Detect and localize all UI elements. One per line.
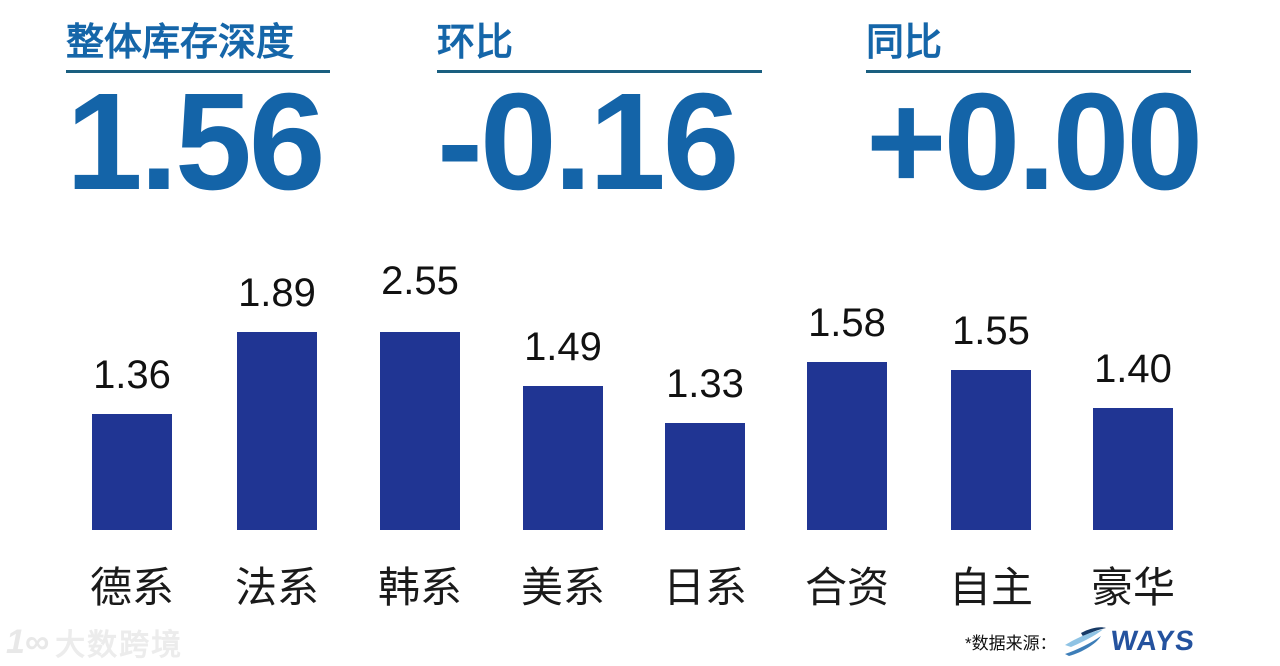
- bar-category-label: 韩系: [377, 564, 462, 611]
- bar-value-label: 1.58: [808, 301, 886, 345]
- data-source-label: *数据来源：: [965, 633, 1057, 653]
- stat-label: 整体库存深度: [66, 24, 330, 73]
- stat-block-2: 同比 +0.00: [866, 24, 1203, 219]
- watermark-label: 大数跨境: [55, 629, 184, 662]
- bar-slot-4: 1.33 日系: [663, 240, 747, 611]
- bar-value-label: 1.55: [952, 309, 1030, 353]
- bar-category-label: 自主: [948, 564, 1033, 611]
- stat-block-0: 整体库存深度 1.56: [66, 24, 330, 219]
- bar: [237, 332, 317, 530]
- bar-value-label: 1.36: [93, 353, 171, 397]
- watermark: 1∞ 大数跨境: [6, 620, 183, 664]
- bar-slot-7: 1.40 豪华: [1091, 240, 1175, 611]
- bar-slot-2: 2.55 韩系: [378, 240, 462, 611]
- bar: [380, 332, 460, 530]
- bar: [951, 370, 1031, 530]
- bar-slot-1: 1.89 法系: [235, 240, 319, 611]
- inventory-depth-bar-chart: 1.36 德系 1.89 法系 2.55 韩系 1.49 美系 1.33 日系 1.58 合资 1.55…: [0, 240, 1280, 620]
- bar-category-label: 日系: [662, 564, 747, 611]
- data-source: *数据来源： WAYS: [965, 625, 1197, 656]
- bar-category-label: 合资: [804, 564, 889, 611]
- bar-category-label: 美系: [520, 564, 605, 611]
- bar-category-label: 德系: [89, 564, 174, 611]
- bar: [807, 362, 887, 530]
- bar-slot-3: 1.49 美系: [521, 240, 605, 611]
- bar-value-label: 1.40: [1094, 347, 1172, 391]
- bar-value-label: 1.89: [238, 271, 316, 315]
- stat-value: 1.56: [66, 65, 326, 219]
- bar-value-label: 1.33: [666, 362, 744, 406]
- bar-slot-6: 1.55 自主: [949, 240, 1033, 611]
- bar-slot-5: 1.58 合资: [805, 240, 889, 611]
- stat-value: +0.00: [866, 65, 1203, 219]
- bar-slot-0: 1.36 德系: [90, 240, 174, 611]
- bar-value-label: 2.55: [381, 259, 459, 303]
- bar-category-label: 法系: [234, 564, 319, 611]
- bar: [523, 386, 603, 530]
- bar: [1093, 408, 1173, 530]
- bar-category-label: 豪华: [1090, 564, 1175, 611]
- stat-block-1: 环比 -0.16: [437, 24, 762, 219]
- bar: [92, 414, 172, 530]
- bar-value-label: 1.49: [524, 325, 602, 369]
- watermark-logo-icon: 1∞: [6, 622, 50, 661]
- stat-label: 环比: [437, 24, 762, 73]
- ways-brand-label: WAYS: [1109, 625, 1197, 656]
- bar: [665, 423, 745, 530]
- header-stats: 整体库存深度 1.56 环比 -0.16 同比 +0.00: [0, 0, 1280, 220]
- stat-label: 同比: [866, 24, 1191, 73]
- ways-swoosh-icon: [1064, 627, 1106, 656]
- stat-value: -0.16: [437, 65, 740, 219]
